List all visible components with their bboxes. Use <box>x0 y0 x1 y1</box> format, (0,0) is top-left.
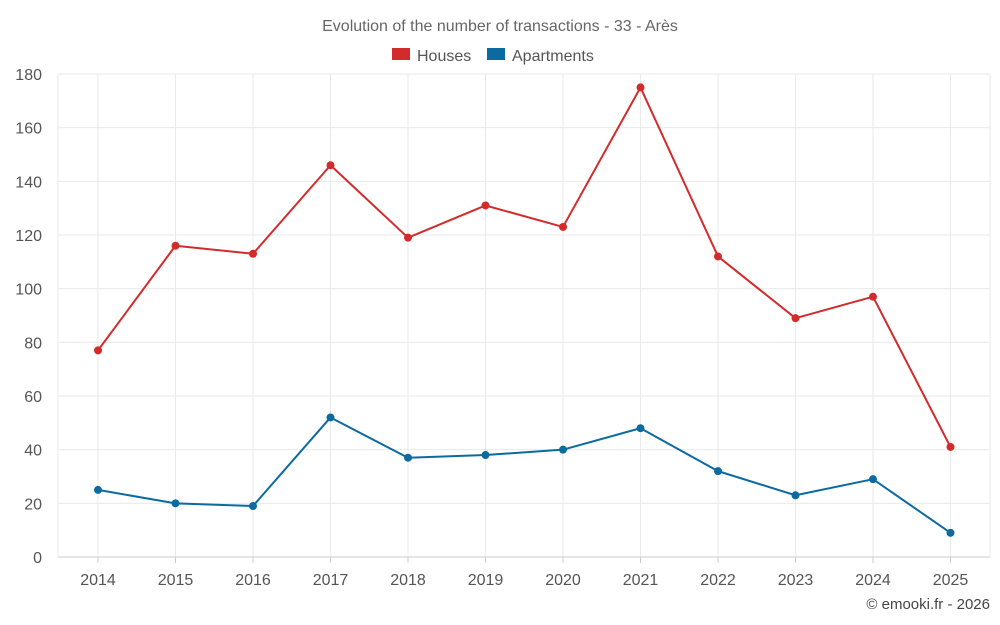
y-tick-label: 0 <box>33 550 42 567</box>
y-tick-label: 80 <box>24 335 42 352</box>
y-tick-label: 40 <box>24 443 42 460</box>
y-tick-label: 140 <box>15 174 42 191</box>
series-line <box>97 86 952 448</box>
x-tick-label: 2018 <box>390 572 426 589</box>
series-apartments <box>94 413 955 537</box>
y-tick-label: 60 <box>24 389 42 406</box>
chart-title: Evolution of the number of transactions … <box>322 18 678 35</box>
data-point[interactable] <box>946 442 955 451</box>
credit-text: © emooki.fr - 2026 <box>866 596 990 613</box>
axes: 0 20 40 60 80 100 120 140 160 180 2014 2015 2016 2017… <box>15 67 990 589</box>
data-point[interactable] <box>636 424 645 433</box>
x-tick-label: 2015 <box>158 572 194 589</box>
y-tick-label: 180 <box>15 67 42 84</box>
data-point[interactable] <box>636 83 645 92</box>
x-tick-label: 2016 <box>235 572 271 589</box>
x-tick-label: 2019 <box>468 572 504 589</box>
data-point[interactable] <box>404 233 412 242</box>
legend-label: Apartments <box>512 48 594 65</box>
data-point[interactable] <box>559 222 567 231</box>
data-point[interactable] <box>714 252 722 261</box>
x-tick-label: 2022 <box>700 572 736 589</box>
data-point[interactable] <box>249 502 257 511</box>
legend-label: Houses <box>417 48 471 65</box>
data-point[interactable] <box>791 491 800 500</box>
data-point[interactable] <box>869 292 877 301</box>
data-point[interactable] <box>171 241 180 250</box>
x-tick-label: 2021 <box>623 572 659 589</box>
grid <box>57 73 991 557</box>
data-point[interactable] <box>326 161 335 170</box>
data-point[interactable] <box>791 314 800 323</box>
data-point[interactable] <box>559 445 567 454</box>
legend[interactable]: Houses Apartments <box>392 48 594 65</box>
y-tick-label: 160 <box>15 121 42 138</box>
y-tick-label: 100 <box>15 282 42 299</box>
legend-item-apartments[interactable]: Apartments <box>487 48 594 65</box>
x-tick-label: 2023 <box>778 572 814 589</box>
x-tick-label: 2020 <box>545 572 581 589</box>
data-point[interactable] <box>714 467 722 476</box>
legend-swatch <box>392 48 410 60</box>
data-point[interactable] <box>946 528 955 537</box>
data-point[interactable] <box>404 453 412 462</box>
data-point[interactable] <box>249 249 257 258</box>
series-houses <box>94 83 955 451</box>
legend-item-houses[interactable]: Houses <box>392 48 471 65</box>
data-point[interactable] <box>869 475 877 484</box>
series-line <box>97 416 952 534</box>
x-tick-label: 2014 <box>80 572 116 589</box>
y-tick-label: 120 <box>15 228 42 245</box>
data-point[interactable] <box>481 451 490 460</box>
x-tick-label: 2017 <box>313 572 349 589</box>
x-tick-label: 2025 <box>933 572 969 589</box>
data-point[interactable] <box>326 413 335 422</box>
y-tick-label: 20 <box>24 496 42 513</box>
data-point[interactable] <box>94 485 102 494</box>
legend-swatch <box>487 48 505 60</box>
data-point[interactable] <box>94 346 102 355</box>
data-point[interactable] <box>171 499 180 508</box>
series-group <box>94 83 955 537</box>
x-tick-label: 2024 <box>855 572 891 589</box>
data-point[interactable] <box>481 201 490 210</box>
